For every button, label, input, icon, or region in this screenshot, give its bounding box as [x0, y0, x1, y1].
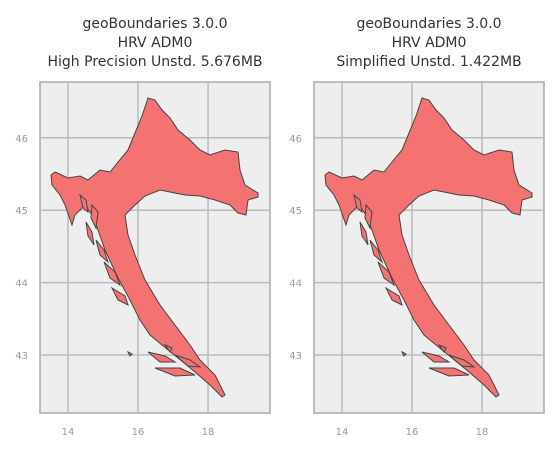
x-tick-label: 16 [406, 427, 419, 438]
y-tick-label: 46 [15, 134, 28, 145]
chart-title: HRV ADM0 [118, 35, 193, 51]
chart-title: High Precision Unstd. 5.676MB [48, 54, 263, 70]
x-tick-label: 14 [336, 427, 349, 438]
chart-title: HRV ADM0 [392, 35, 467, 51]
x-tick-label: 16 [132, 427, 145, 438]
panel: geoBoundaries 3.0.0 HRV ADM0 High Precisio… [15, 16, 271, 438]
chart-title: Simplified Unstd. 1.422MB [336, 54, 521, 70]
y-tick-label: 43 [289, 351, 302, 362]
x-tick-label: 18 [202, 427, 215, 438]
x-tick-label: 14 [62, 427, 75, 438]
y-tick-label: 45 [289, 206, 302, 217]
y-tick-label: 45 [15, 206, 28, 217]
y-tick-label: 43 [15, 351, 28, 362]
chart-title: geoBoundaries 3.0.0 [82, 16, 227, 32]
chart-title: geoBoundaries 3.0.0 [356, 16, 501, 32]
x-tick-label: 18 [476, 427, 489, 438]
y-tick-label: 44 [289, 279, 302, 290]
y-tick-label: 46 [289, 134, 302, 145]
y-tick-label: 44 [15, 279, 28, 290]
panel: geoBoundaries 3.0.0 HRV ADM0 Simplified Un… [289, 16, 545, 438]
